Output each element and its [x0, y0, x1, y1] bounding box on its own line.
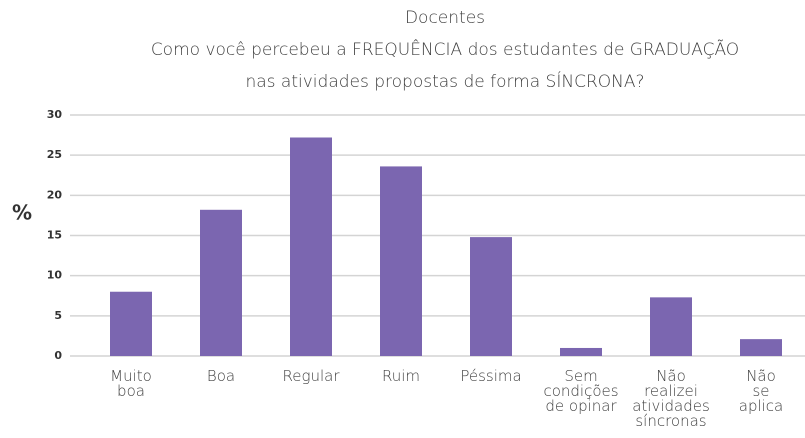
y-tick-label: 30	[47, 108, 63, 121]
x-tick-label: Muito boa	[110, 367, 152, 400]
chart-title: nas atividades propostas de forma SÍNCRO…	[245, 70, 644, 92]
bar	[200, 209, 242, 356]
bar	[380, 166, 422, 356]
x-tick-label: Ruim	[381, 367, 421, 385]
y-axis-label: %	[12, 201, 32, 225]
bar	[560, 347, 602, 356]
y-tick-label: 10	[47, 269, 63, 282]
y-tick-label: 25	[47, 148, 62, 161]
bar	[110, 291, 152, 356]
y-tick-label: 15	[47, 229, 62, 242]
chart-title: Docentes	[405, 8, 485, 28]
x-tick-label: Não realizei atividades síncronas	[632, 367, 710, 430]
y-tick-label: 20	[47, 188, 63, 201]
y-tick-label: 0	[54, 349, 62, 362]
y-tick-label: 5	[54, 309, 62, 322]
chart-title: Como você percebeu a FREQUÊNCIA dos estu…	[151, 38, 739, 60]
x-tick-label: Boa	[206, 367, 236, 385]
x-tick-label: Regular	[282, 367, 340, 385]
x-tick-label: Não se aplica	[738, 367, 784, 415]
bar	[650, 297, 692, 356]
bar	[290, 137, 332, 356]
x-tick-label: Péssima	[460, 367, 522, 385]
bar	[470, 237, 512, 356]
x-tick-label: Sem condições de opinar	[543, 367, 619, 415]
bar	[740, 339, 782, 356]
